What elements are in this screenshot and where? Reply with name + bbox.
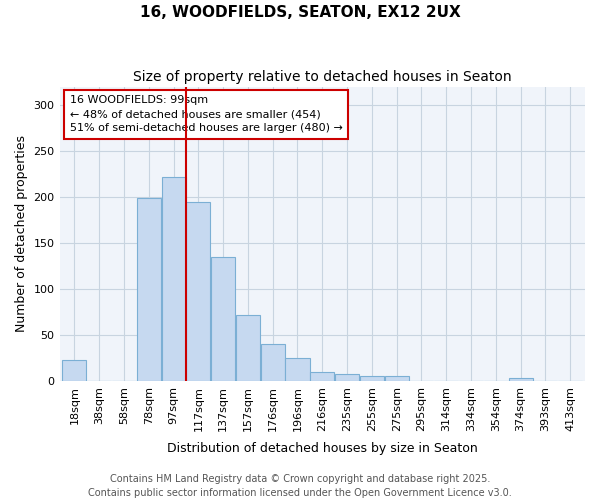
Y-axis label: Number of detached properties: Number of detached properties: [15, 136, 28, 332]
Bar: [260, 344, 285, 381]
Text: Contains HM Land Registry data © Crown copyright and database right 2025.
Contai: Contains HM Land Registry data © Crown c…: [88, 474, 512, 498]
Bar: [310, 372, 334, 381]
Bar: [385, 376, 409, 381]
Bar: [360, 376, 384, 381]
Title: Size of property relative to detached houses in Seaton: Size of property relative to detached ho…: [133, 70, 512, 84]
Bar: [286, 358, 310, 381]
Bar: [509, 378, 533, 381]
Bar: [187, 202, 211, 381]
Bar: [335, 374, 359, 381]
X-axis label: Distribution of detached houses by size in Seaton: Distribution of detached houses by size …: [167, 442, 478, 455]
Bar: [161, 176, 185, 381]
Bar: [236, 315, 260, 381]
Text: 16 WOODFIELDS: 99sqm
← 48% of detached houses are smaller (454)
51% of semi-deta: 16 WOODFIELDS: 99sqm ← 48% of detached h…: [70, 96, 343, 134]
Text: 16, WOODFIELDS, SEATON, EX12 2UX: 16, WOODFIELDS, SEATON, EX12 2UX: [140, 5, 460, 20]
Bar: [62, 360, 86, 381]
Bar: [137, 198, 161, 381]
Bar: [211, 257, 235, 381]
